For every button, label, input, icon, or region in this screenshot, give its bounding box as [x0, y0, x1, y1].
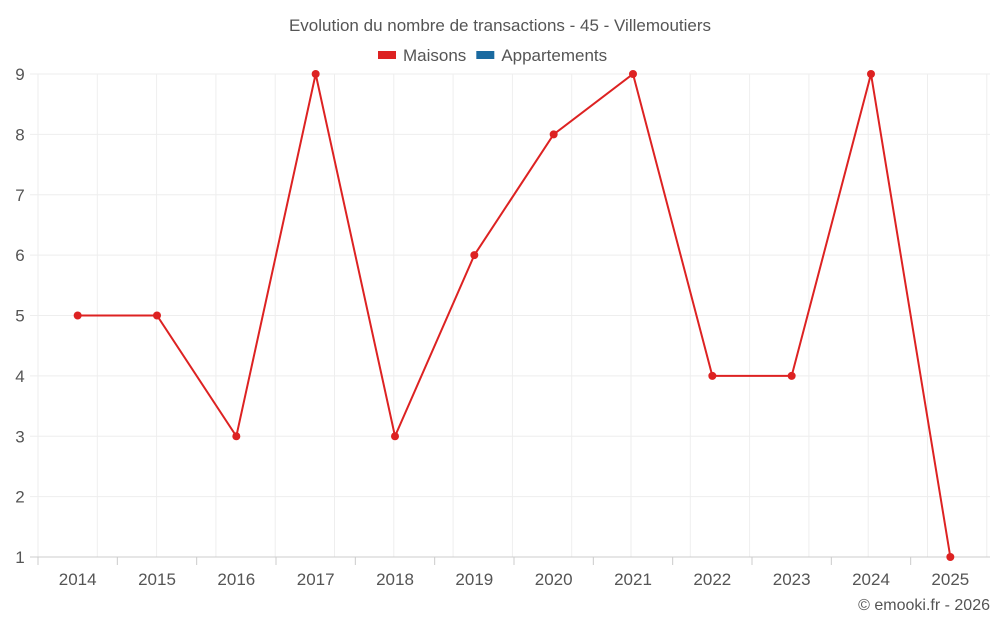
data-point-2014[interactable]	[73, 311, 82, 320]
data-point-2015[interactable]	[153, 311, 161, 320]
grid	[30, 73, 990, 558]
series	[73, 70, 955, 561]
legend-label-maisons[interactable]: Maisons	[403, 46, 466, 65]
y-tick-label: 6	[15, 246, 24, 265]
x-tick-label: 2025	[931, 570, 969, 589]
y-tick-label: 1	[15, 548, 24, 567]
legend-swatch-maisons	[378, 51, 396, 59]
data-point-2018[interactable]	[391, 432, 399, 441]
y-tick-label: 4	[15, 367, 24, 386]
legend: Maisons Appartements	[378, 46, 607, 65]
y-axis: 1 2 3 4 5 6 7 8 9	[15, 65, 24, 567]
x-tick-label: 2024	[852, 570, 890, 589]
x-tick-label: 2023	[773, 570, 811, 589]
data-point-2017[interactable]	[311, 70, 320, 78]
x-tick-label: 2017	[297, 570, 335, 589]
x-tick-label: 2015	[138, 570, 176, 589]
data-point-2025[interactable]	[946, 553, 955, 561]
legend-label-appartements[interactable]: Appartements	[501, 46, 607, 65]
y-tick-label: 5	[15, 307, 24, 326]
x-tick-label: 2021	[614, 570, 652, 589]
x-tick-label: 2014	[59, 570, 97, 589]
x-tick-label: 2016	[217, 570, 255, 589]
series-line-maisons	[77, 72, 952, 558]
legend-swatch-appartements	[476, 51, 495, 59]
x-tick-label: 2018	[376, 570, 414, 589]
data-point-2016[interactable]	[232, 432, 241, 441]
data-point-2024[interactable]	[867, 70, 875, 78]
x-axis: 2014 2015 2016 2017 2018 2019 2020 2021 2022 2023…	[37, 557, 969, 589]
data-point-2019[interactable]	[470, 251, 479, 260]
x-tick-label: 2020	[535, 570, 573, 589]
x-tick-label: 2022	[693, 570, 731, 589]
y-tick-label: 8	[15, 125, 24, 144]
y-tick-label: 3	[15, 427, 24, 446]
y-tick-label: 7	[15, 186, 24, 205]
x-tick-label: 2019	[455, 570, 493, 589]
data-point-2020[interactable]	[549, 130, 558, 139]
y-tick-label: 9	[15, 65, 24, 84]
data-point-2021[interactable]	[629, 70, 637, 78]
data-point-2022[interactable]	[708, 371, 717, 380]
y-tick-label: 2	[15, 488, 24, 507]
credit: © emooki.fr - 2026	[858, 597, 990, 614]
chart-title: Evolution du nombre de transactions - 45…	[289, 16, 711, 35]
data-point-2023[interactable]	[787, 371, 796, 380]
